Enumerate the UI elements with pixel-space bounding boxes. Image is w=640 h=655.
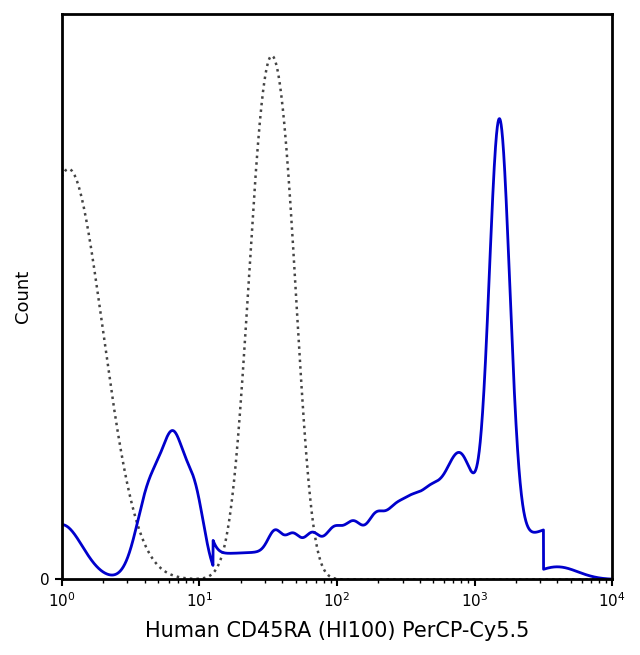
Y-axis label: Count: Count xyxy=(14,270,32,324)
X-axis label: Human CD45RA (HI100) PerCP-Cy5.5: Human CD45RA (HI100) PerCP-Cy5.5 xyxy=(145,621,529,641)
